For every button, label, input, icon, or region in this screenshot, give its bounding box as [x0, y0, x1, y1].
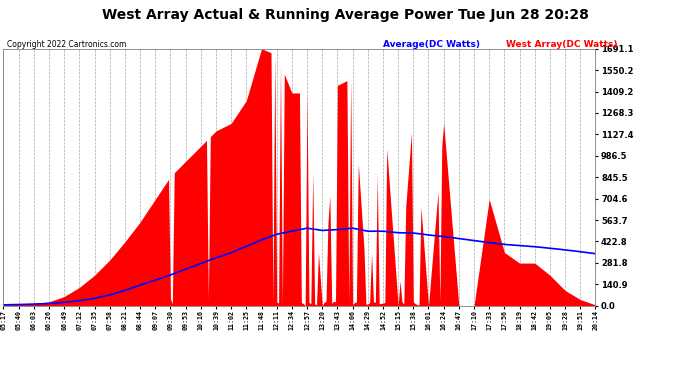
Text: West Array Actual & Running Average Power Tue Jun 28 20:28: West Array Actual & Running Average Powe…	[101, 8, 589, 22]
Text: West Array(DC Watts): West Array(DC Watts)	[506, 40, 617, 49]
Text: Average(DC Watts): Average(DC Watts)	[382, 40, 480, 49]
Text: Copyright 2022 Cartronics.com: Copyright 2022 Cartronics.com	[7, 40, 126, 49]
